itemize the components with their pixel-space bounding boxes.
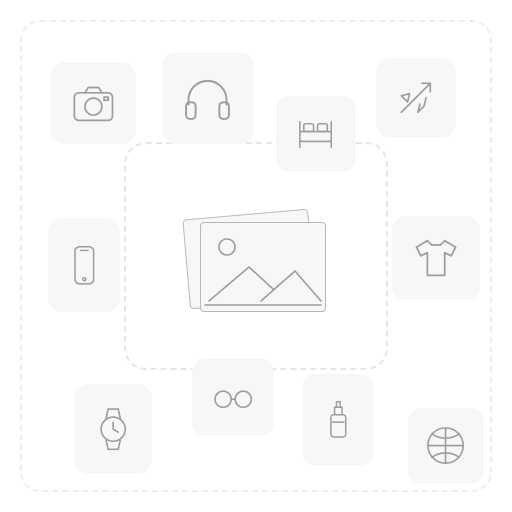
bed-tile[interactable] (276, 96, 356, 172)
glasses-icon (209, 373, 257, 421)
camera-tile[interactable] (50, 62, 136, 144)
tshirt-icon (410, 232, 462, 284)
airplane-icon (391, 73, 441, 123)
airplane-tile[interactable] (376, 58, 456, 138)
headphones-icon (179, 69, 236, 126)
headphones-tile[interactable] (162, 52, 254, 144)
spray-tile[interactable] (302, 374, 374, 466)
watch-tile[interactable] (74, 384, 152, 474)
image-placeholder-front (200, 222, 326, 312)
camera-icon (68, 78, 119, 129)
glasses-tile[interactable] (192, 358, 274, 436)
smartphone-tile[interactable] (48, 218, 120, 312)
watch-icon (89, 405, 137, 453)
spray-icon (316, 398, 361, 443)
ball-icon (422, 422, 469, 469)
bed-icon (292, 110, 339, 157)
tshirt-tile[interactable] (392, 216, 480, 300)
smartphone-icon (62, 243, 107, 288)
ball-tile[interactable] (408, 408, 484, 484)
